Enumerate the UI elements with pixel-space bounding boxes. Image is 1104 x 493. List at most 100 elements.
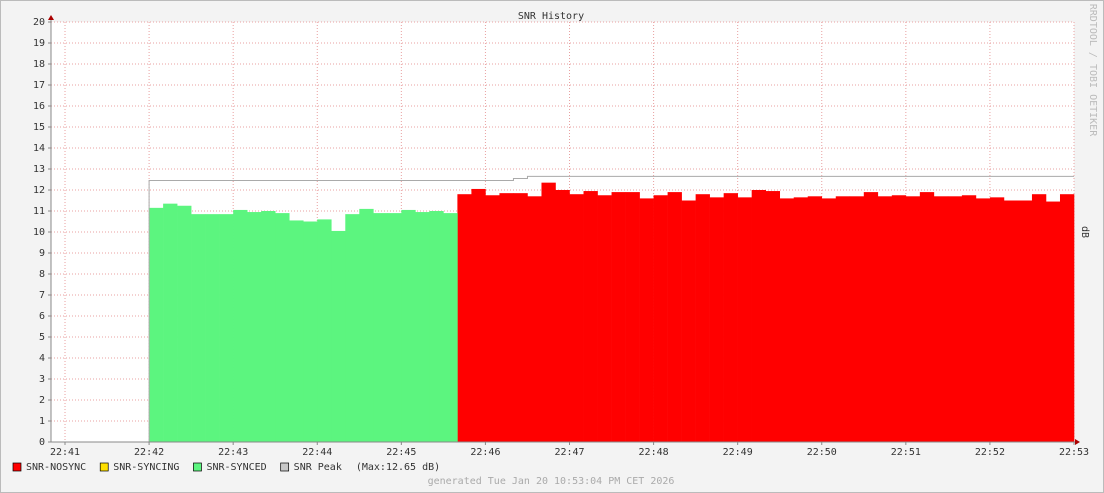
legend-label: SNR-SYNCED	[206, 462, 266, 473]
legend-swatch	[280, 462, 290, 472]
area-step	[275, 213, 290, 442]
x-tick-label: 22:53	[1059, 447, 1089, 458]
area-step	[317, 219, 332, 442]
area-step	[919, 192, 935, 442]
area-step	[625, 192, 640, 442]
area-step	[443, 213, 458, 442]
area-step	[401, 209, 416, 442]
x-tick-label: 22:50	[807, 447, 837, 458]
y-tick-label: 7	[39, 290, 45, 301]
x-tick-label: 22:43	[218, 447, 248, 458]
area-step	[681, 200, 696, 442]
area-step	[387, 213, 402, 442]
watermark: RRDTOOL / TOBI OETIKER	[1087, 4, 1098, 137]
area-step	[751, 190, 766, 442]
area-step	[415, 212, 430, 442]
arrow	[48, 15, 54, 20]
legend-note: (Max:12.65 dB)	[356, 462, 440, 473]
marks	[148, 175, 1075, 442]
y-tick-label: 1	[39, 416, 45, 427]
area-step	[639, 198, 654, 442]
area-step	[933, 196, 949, 442]
legend-label: SNR-NOSYNC	[26, 462, 86, 473]
y-tick-label: 2	[39, 395, 45, 406]
area-step	[345, 214, 360, 442]
y-tick-label: 16	[33, 101, 45, 112]
area-step	[611, 192, 626, 442]
y-tick-label: 3	[39, 374, 45, 385]
area-step	[289, 220, 304, 442]
x-tick-label: 22:44	[302, 447, 332, 458]
area-step	[779, 198, 795, 442]
area-step	[373, 213, 388, 442]
x-tick-label: 22:49	[723, 447, 753, 458]
area-step	[849, 196, 865, 442]
area-step	[961, 195, 977, 442]
y-tick-label: 11	[33, 206, 45, 217]
x-tick-label: 22:45	[386, 447, 416, 458]
area-step	[205, 214, 220, 442]
area-step	[1003, 200, 1019, 442]
area-step	[695, 194, 710, 442]
area-step	[191, 214, 206, 442]
y-tick-label: 14	[33, 143, 45, 154]
area-step	[261, 211, 276, 442]
area-step	[583, 191, 598, 442]
area-step	[303, 221, 318, 442]
area-step	[499, 193, 514, 442]
x-tick-label: 22:47	[554, 447, 584, 458]
area-step	[989, 197, 1005, 442]
area-step	[807, 196, 823, 442]
area-step	[975, 198, 991, 442]
area-step	[947, 196, 963, 442]
x-tick-label: 22:41	[50, 447, 80, 458]
area-step	[821, 198, 837, 442]
x-tick-label: 22:46	[470, 447, 500, 458]
area-step	[219, 214, 234, 442]
area-step	[709, 197, 724, 442]
y-tick-label: 17	[33, 80, 45, 91]
area-step	[877, 196, 893, 442]
y-axis-label: dB	[1079, 226, 1090, 238]
area-step	[863, 192, 879, 442]
x-tick-label: 22:51	[891, 447, 921, 458]
area-step	[1031, 194, 1047, 442]
legend: SNR-NOSYNC SNR-SYNCING SNR-SYNCED SNR Peak (…	[12, 462, 440, 473]
y-tick-label: 9	[39, 248, 45, 259]
x-tick-label: 22:48	[639, 447, 669, 458]
y-tick-label: 20	[33, 17, 45, 28]
area-step	[513, 193, 528, 442]
peak-line	[148, 175, 1074, 442]
area-step	[1059, 194, 1075, 442]
area-step	[723, 193, 738, 442]
y-tick-label: 13	[33, 164, 45, 175]
y-tick-label: 10	[33, 227, 45, 238]
x-tick-label: 22:52	[975, 447, 1005, 458]
x-tick-label: 22:42	[134, 447, 164, 458]
y-tick-label: 4	[39, 353, 45, 364]
y-tick-label: 15	[33, 122, 45, 133]
footer: generated Tue Jan 20 10:53:04 PM CET 202…	[428, 476, 675, 487]
area-step	[1045, 201, 1061, 442]
y-tick-label: 5	[39, 332, 45, 343]
area-step	[485, 195, 500, 442]
area-step	[905, 196, 921, 442]
area-step	[653, 195, 668, 442]
y-tick-label: 8	[39, 269, 45, 280]
legend-swatch	[99, 462, 109, 472]
area-step	[667, 192, 682, 442]
area-step	[177, 205, 192, 442]
area-step	[891, 195, 907, 442]
area-step	[765, 191, 781, 442]
legend-swatch	[193, 462, 202, 472]
area-step	[457, 194, 472, 442]
area-step	[835, 196, 851, 442]
area-step	[569, 194, 584, 442]
area-step	[737, 197, 752, 442]
area-step	[429, 211, 444, 442]
area-step	[541, 182, 556, 442]
legend-swatch	[12, 462, 22, 472]
area-step	[331, 230, 346, 442]
